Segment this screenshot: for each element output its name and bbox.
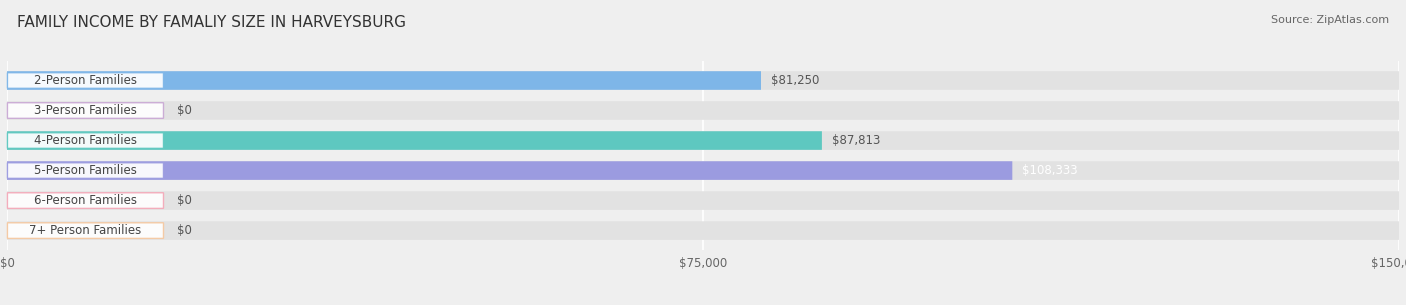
Text: $87,813: $87,813 xyxy=(831,134,880,147)
FancyBboxPatch shape xyxy=(7,193,163,208)
Text: $108,333: $108,333 xyxy=(1022,164,1077,177)
FancyBboxPatch shape xyxy=(7,71,1399,90)
Text: 6-Person Families: 6-Person Families xyxy=(34,194,136,207)
Text: $0: $0 xyxy=(177,194,191,207)
FancyBboxPatch shape xyxy=(7,223,163,239)
FancyBboxPatch shape xyxy=(7,133,163,148)
Text: 4-Person Families: 4-Person Families xyxy=(34,134,136,147)
FancyBboxPatch shape xyxy=(7,221,1399,240)
FancyBboxPatch shape xyxy=(7,161,1012,180)
Text: $0: $0 xyxy=(177,104,191,117)
Text: 2-Person Families: 2-Person Families xyxy=(34,74,136,87)
Text: $81,250: $81,250 xyxy=(770,74,820,87)
Text: 5-Person Families: 5-Person Families xyxy=(34,164,136,177)
FancyBboxPatch shape xyxy=(7,161,1399,180)
FancyBboxPatch shape xyxy=(7,191,1399,210)
Text: Source: ZipAtlas.com: Source: ZipAtlas.com xyxy=(1271,15,1389,25)
FancyBboxPatch shape xyxy=(7,163,163,178)
FancyBboxPatch shape xyxy=(7,71,761,90)
Text: 7+ Person Families: 7+ Person Families xyxy=(30,224,141,237)
FancyBboxPatch shape xyxy=(7,101,1399,120)
FancyBboxPatch shape xyxy=(7,73,163,88)
FancyBboxPatch shape xyxy=(7,131,823,150)
FancyBboxPatch shape xyxy=(7,131,1399,150)
Text: $0: $0 xyxy=(177,224,191,237)
Text: FAMILY INCOME BY FAMALIY SIZE IN HARVEYSBURG: FAMILY INCOME BY FAMALIY SIZE IN HARVEYS… xyxy=(17,15,406,30)
FancyBboxPatch shape xyxy=(7,103,163,118)
Text: 3-Person Families: 3-Person Families xyxy=(34,104,136,117)
